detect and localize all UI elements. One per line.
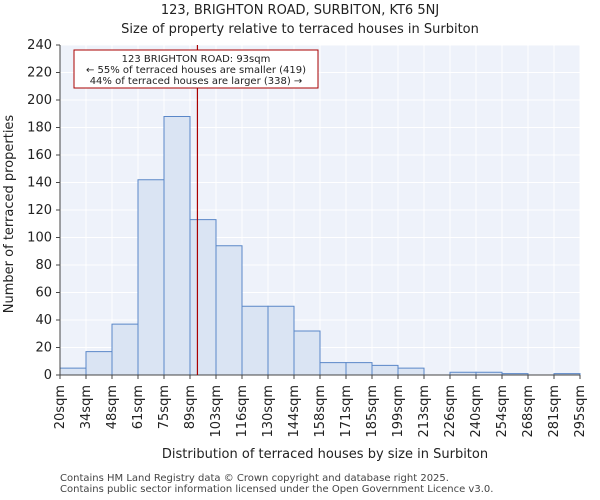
footer-licence: Contains public sector information licen… [60,484,494,495]
x-tick-label: 254sqm [495,385,510,438]
histogram-bar [137,179,165,376]
histogram-bar [215,245,243,376]
x-tick-label: 48sqm [105,385,120,429]
x-tick-label: 130sqm [261,385,276,438]
histogram-bar [371,364,399,376]
x-tick-label: 281sqm [547,385,562,438]
x-tick-label: 158sqm [313,385,328,438]
histogram-bar [163,116,191,376]
chart-subtitle: Size of property relative to terraced ho… [121,22,479,37]
y-tick-label: 180 [27,121,52,136]
histogram-bar [319,362,347,376]
x-tick-label: 199sqm [391,385,406,438]
histogram-bar [345,362,373,376]
x-tick-label: 171sqm [339,385,354,438]
histogram-bar [59,367,87,376]
y-tick-label: 0 [44,368,52,383]
annotation-line-3: 44% of terraced houses are larger (338) … [90,76,303,87]
y-tick-label: 200 [27,93,52,108]
histogram-bar [85,351,113,376]
histogram-bar [397,367,425,376]
x-tick-label: 89sqm [183,385,198,429]
x-tick-label: 268sqm [521,385,536,438]
x-tick-label: 75sqm [157,385,172,429]
histogram-bar [189,219,217,376]
histogram-bar [241,305,269,376]
histogram-bar [111,323,139,376]
x-tick-label: 226sqm [443,385,458,438]
y-tick-label: 120 [27,203,52,218]
x-tick-label: 61sqm [131,385,146,429]
x-tick-label: 295sqm [573,385,588,438]
x-tick-label: 34sqm [79,385,94,429]
x-tick-label: 240sqm [469,385,484,438]
chart-title: 123, BRIGHTON ROAD, SURBITON, KT6 5NJ [160,3,440,18]
annotation-line-1: 123 BRIGHTON ROAD: 93sqm [122,54,271,65]
x-tick-label: 116sqm [235,385,250,438]
annotation-box [73,49,319,89]
y-tick-label: 100 [27,231,52,246]
x-tick-label: 213sqm [417,385,432,438]
x-axis-label: Distribution of terraced houses by size … [162,447,488,462]
y-tick-label: 220 [27,66,52,81]
annotation-line-2: ← 55% of terraced houses are smaller (41… [86,65,306,76]
y-tick-label: 20 [35,341,52,356]
y-tick-label: 140 [27,176,52,191]
histogram-bar [267,305,295,376]
y-axis-label: Number of terraced properties [2,115,17,314]
x-tick-label: 20sqm [53,385,68,429]
x-tick-label: 144sqm [287,385,302,438]
x-tick-label: 103sqm [209,385,224,438]
histogram-bar [293,330,321,376]
x-tick-label: 185sqm [365,385,380,438]
y-tick-label: 60 [35,286,52,301]
footer-copyright: Contains HM Land Registry data © Crown c… [60,473,449,484]
y-tick-label: 40 [35,313,52,328]
y-tick-label: 160 [27,148,52,163]
y-tick-label: 80 [35,258,52,273]
y-tick-label: 240 [27,38,52,53]
